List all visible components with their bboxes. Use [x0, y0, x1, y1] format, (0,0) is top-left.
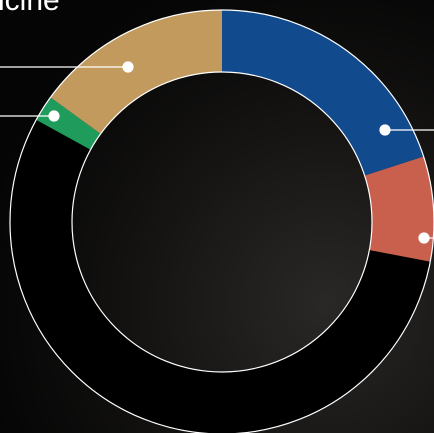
- leader-dot: [48, 110, 60, 122]
- donut-segment: [36, 97, 101, 150]
- donut: [10, 10, 434, 433]
- leader-dot: [379, 124, 391, 136]
- inner-ring: [71, 71, 373, 373]
- chart-title: icine: [0, 0, 60, 17]
- donut-segment: [222, 10, 424, 176]
- leaders: [0, 61, 434, 244]
- outer-ring: [9, 9, 434, 433]
- donut-segment: [50, 10, 222, 134]
- donut-segment: [10, 119, 431, 433]
- leader-dot: [418, 232, 430, 244]
- donut-segment: [364, 156, 434, 262]
- leader-dot: [122, 61, 134, 73]
